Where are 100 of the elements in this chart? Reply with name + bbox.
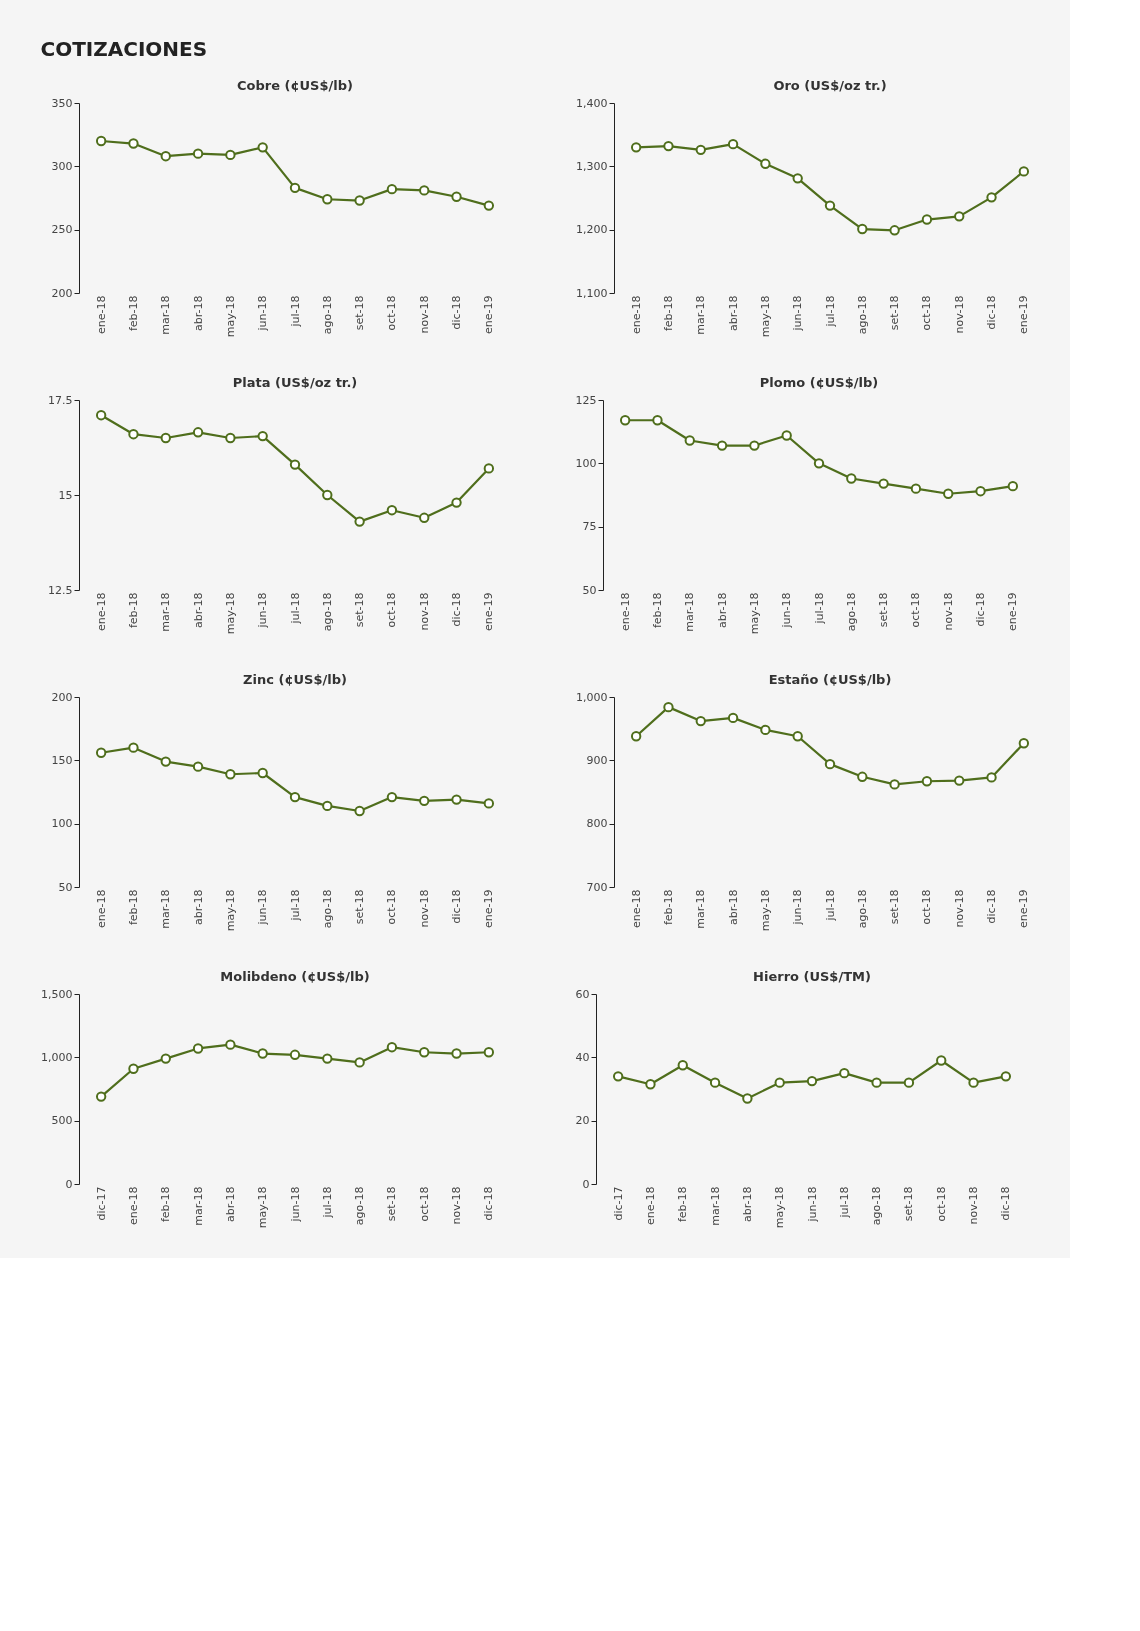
x-tick-label: set-18: [902, 1186, 916, 1222]
point: [225, 432, 236, 444]
point: [749, 440, 760, 451]
y-tick-label: 1,300: [576, 159, 608, 173]
point: [921, 214, 933, 225]
x-tick-label: mar-18: [708, 1186, 722, 1226]
x-tick-label: ene-19: [482, 889, 496, 928]
x-tick-label: ene-18: [126, 1186, 140, 1225]
point: [95, 135, 107, 147]
point: [663, 140, 674, 152]
point: [813, 458, 825, 469]
text: COTIZACIONES: [40, 37, 208, 61]
point: [760, 724, 771, 736]
point: [257, 767, 268, 779]
x-tick-label: oct-18: [909, 592, 923, 628]
x-tick-label: jul-18: [837, 1186, 851, 1219]
y-tick-label: 200: [51, 286, 73, 300]
y-tick-label: 20: [575, 1114, 590, 1128]
point: [289, 459, 301, 470]
x-tick-label: mar-18: [159, 592, 173, 632]
x-tick-label: mar-18: [694, 889, 708, 929]
point: [1007, 480, 1019, 492]
x-tick-label: nov-18: [967, 1186, 981, 1225]
point: [1018, 166, 1030, 177]
x-tick-label: ago-18: [855, 295, 869, 335]
x-tick-label: jul-18: [288, 592, 302, 625]
point: [619, 415, 631, 426]
x-tick-label: dic-18: [450, 592, 464, 627]
point: [986, 192, 997, 203]
point: [354, 805, 365, 817]
point: [871, 1077, 882, 1088]
point: [612, 1071, 624, 1082]
y-tick-label: 100: [51, 817, 73, 831]
y-tick-label: 1,000: [41, 1050, 73, 1064]
x-tick-label: jun-18: [256, 592, 270, 629]
point: [451, 191, 462, 202]
point: [857, 771, 868, 782]
x-tick-label: dic-18: [450, 295, 464, 330]
x-tick-label: oct-18: [385, 889, 399, 925]
x-tick-label: ene-18: [629, 889, 643, 928]
point: [322, 800, 333, 812]
x-tick-label: feb-18: [650, 592, 664, 629]
point: [95, 747, 107, 758]
x-tick-label: nov-18: [952, 889, 966, 928]
point: [630, 731, 642, 742]
y-tick-label: 12.5: [48, 583, 73, 597]
x-tick-label: ago-18: [320, 889, 334, 929]
x-tick-label: feb-18: [661, 295, 675, 332]
x-tick-label: feb-18: [661, 889, 675, 926]
y-tick-label: 0: [65, 1177, 73, 1191]
chart-title: Plata (US$/oz tr.): [232, 375, 358, 390]
y-tick-label: 100: [575, 456, 597, 470]
y-tick-label: 50: [582, 583, 597, 597]
x-tick-label: jun-18: [780, 592, 794, 629]
point: [936, 1055, 947, 1066]
x-tick-label: jun-18: [288, 1186, 302, 1223]
x-tick-label: ago-18: [320, 592, 334, 632]
x-tick-label: may-18: [223, 295, 237, 338]
chart-title: Estaño (¢US$/lb): [768, 672, 892, 687]
x-tick-label: dic-18: [974, 592, 988, 627]
x-tick-label: jul-18: [288, 889, 302, 922]
point: [652, 415, 663, 426]
point: [709, 1077, 721, 1088]
x-tick-label: ago-18: [870, 1186, 884, 1226]
x-tick-label: jun-18: [256, 889, 270, 926]
x-tick-label: feb-18: [126, 889, 140, 926]
point: [257, 430, 268, 442]
point: [483, 1047, 495, 1058]
x-tick-label: nov-18: [417, 592, 431, 631]
point: [954, 211, 965, 222]
point: [921, 776, 933, 787]
point: [192, 148, 204, 159]
x-tick-label: abr-18: [715, 592, 729, 629]
x-tick-label: may-18: [758, 889, 772, 932]
x-tick-label: dic-18: [450, 889, 464, 924]
point: [419, 185, 430, 196]
x-tick-label: ene-19: [1006, 592, 1020, 631]
point: [192, 761, 204, 772]
chart-title: Cobre (¢US$/lb): [237, 78, 353, 93]
x-tick-label: nov-18: [450, 1186, 464, 1225]
point: [419, 795, 430, 807]
x-tick-label: abr-18: [726, 889, 740, 926]
point: [968, 1077, 979, 1088]
point: [792, 173, 803, 184]
x-tick-label: mar-18: [159, 295, 173, 335]
point: [128, 429, 139, 440]
x-tick-label: mar-18: [694, 295, 708, 335]
point: [824, 200, 836, 211]
point: [824, 758, 836, 770]
point: [289, 182, 301, 194]
x-tick-label: abr-18: [223, 1186, 237, 1223]
x-tick-label: abr-18: [726, 295, 740, 332]
x-tick-label: set-18: [353, 295, 367, 331]
x-tick-label: mar-18: [191, 1186, 205, 1226]
x-tick-label: feb-18: [126, 592, 140, 629]
point: [878, 478, 889, 489]
point: [160, 151, 171, 162]
y-tick-label: 1,000: [576, 690, 608, 704]
x-tick-label: set-18: [888, 295, 902, 331]
x-tick-label: ene-18: [94, 592, 108, 631]
